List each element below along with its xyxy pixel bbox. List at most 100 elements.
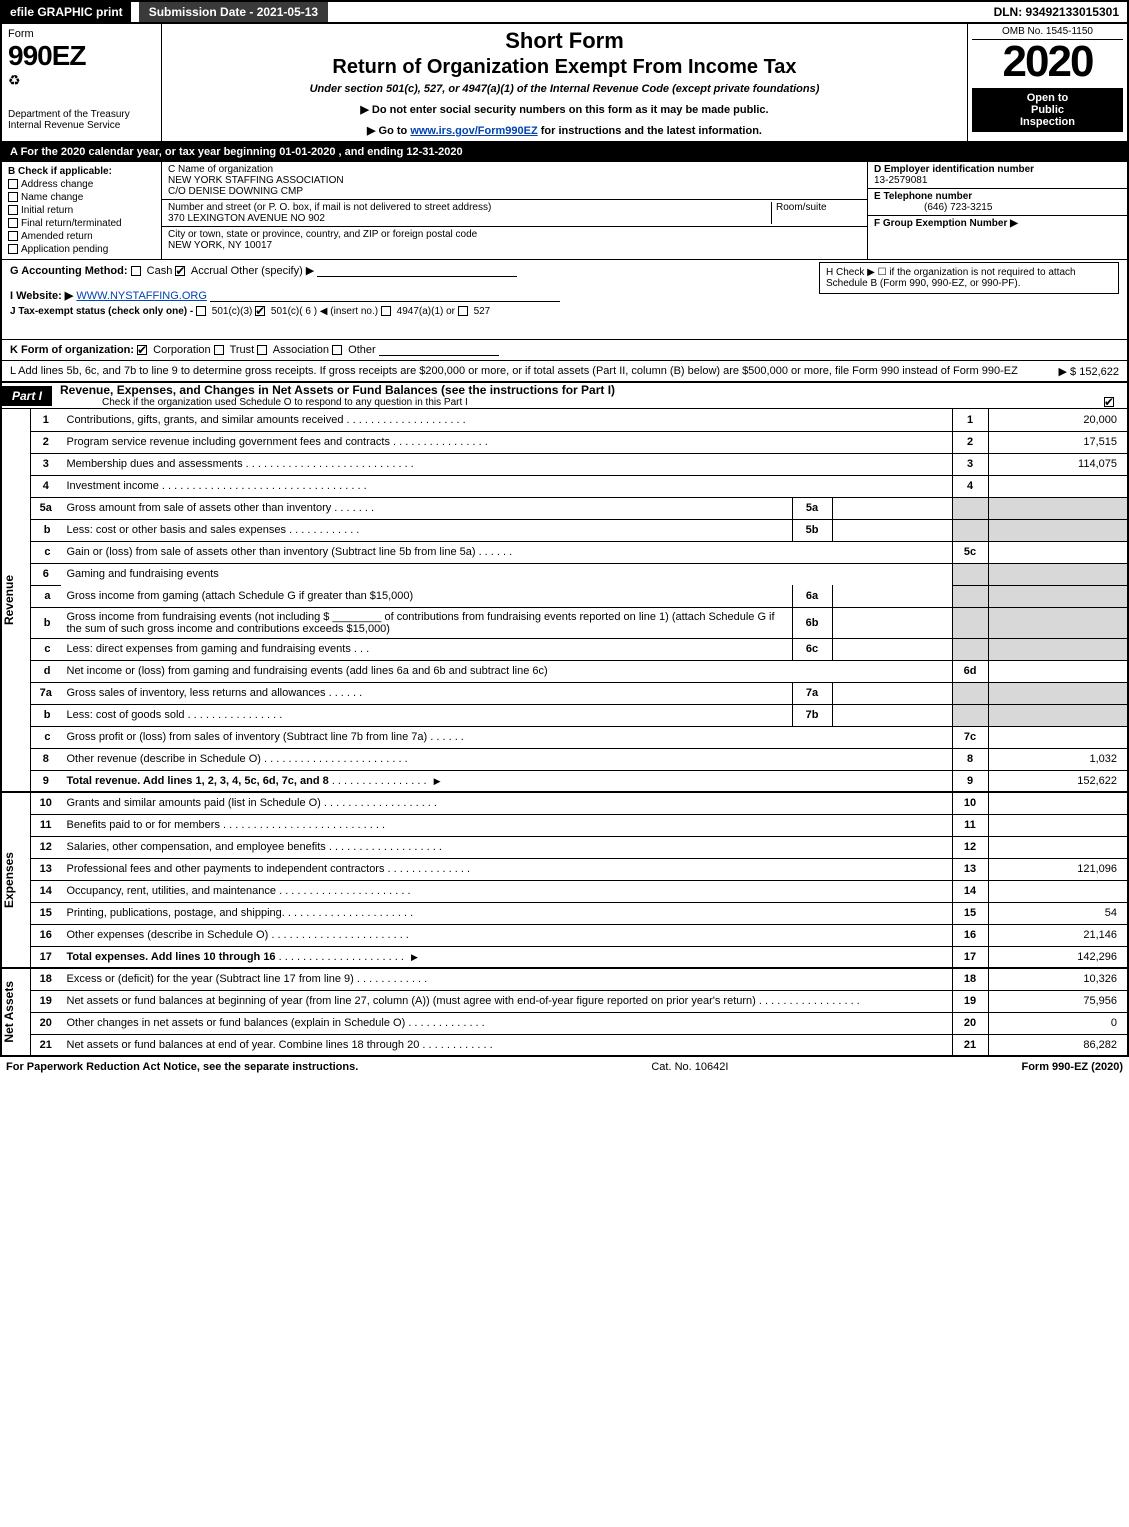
- accounting-website-block: G Accounting Method: Cash Accrual Other …: [0, 260, 1129, 340]
- corp-label: Corporation: [153, 344, 210, 356]
- recycle-icon: ♻: [8, 72, 21, 88]
- line-num: a: [31, 585, 61, 607]
- part1-check-label: Check if the organization used Schedule …: [102, 397, 468, 408]
- paperwork-notice: For Paperwork Reduction Act Notice, see …: [6, 1061, 358, 1073]
- right-line-num: 20: [952, 1012, 988, 1034]
- inner-line-value[interactable]: [832, 607, 952, 638]
- line-desc: Total expenses. Add lines 10 through 16: [67, 951, 276, 963]
- line-num: c: [31, 541, 61, 563]
- inner-line-value[interactable]: [832, 585, 952, 607]
- line-num: 11: [31, 814, 61, 836]
- tax-exempt-label: J Tax-exempt status (check only one) -: [10, 306, 193, 317]
- 527-checkbox[interactable]: [458, 306, 468, 316]
- box-l: L Add lines 5b, 6c, and 7b to line 9 to …: [0, 361, 1129, 383]
- accrual-checkbox[interactable]: [175, 266, 185, 276]
- other-method-field[interactable]: [317, 265, 517, 277]
- line-desc: Gross amount from sale of assets other t…: [67, 502, 332, 514]
- cash-checkbox[interactable]: [131, 266, 141, 276]
- line-desc: Gain or (loss) from sale of assets other…: [67, 546, 476, 558]
- name-change-label: Name change: [21, 192, 83, 203]
- line-value: 54: [988, 902, 1128, 924]
- table-row: 17 Total expenses. Add lines 10 through …: [1, 946, 1128, 968]
- shaded-cell: [952, 585, 988, 607]
- header-left: Form 990EZ ♻ Department of the Treasury …: [2, 24, 162, 141]
- table-row: b Less: cost of goods sold . . . . . . .…: [1, 704, 1128, 726]
- top-bar: efile GRAPHIC print Submission Date - 20…: [0, 0, 1129, 24]
- address-change-checkbox[interactable]: [8, 179, 18, 189]
- line-desc: Net assets or fund balances at beginning…: [67, 995, 756, 1007]
- assoc-checkbox[interactable]: [257, 345, 267, 355]
- line-desc: Gross income from gaming (attach Schedul…: [67, 590, 414, 602]
- inner-line-num: 5b: [792, 519, 832, 541]
- line-desc: Gross profit or (loss) from sales of inv…: [67, 731, 428, 743]
- inner-line-value[interactable]: [832, 682, 952, 704]
- line-desc: Grants and similar amounts paid (list in…: [67, 797, 321, 809]
- 527-label: 527: [474, 306, 491, 317]
- table-row: c Less: direct expenses from gaming and …: [1, 638, 1128, 660]
- inner-line-value[interactable]: [832, 497, 952, 519]
- table-row: 6 Gaming and fundraising events: [1, 563, 1128, 585]
- initial-return-checkbox[interactable]: [8, 205, 18, 215]
- line-desc: Membership dues and assessments: [67, 458, 243, 470]
- line-l-amount-marker: ▶ $: [1059, 366, 1077, 378]
- line-desc: Less: cost or other basis and sales expe…: [67, 524, 287, 536]
- shaded-cell: [952, 704, 988, 726]
- right-line-num: 4: [952, 475, 988, 497]
- netassets-vertical-label: Net Assets: [2, 981, 16, 1043]
- table-row: 3 Membership dues and assessments . . . …: [1, 453, 1128, 475]
- other-org-field[interactable]: [379, 344, 499, 356]
- part1-header: Part I Revenue, Expenses, and Changes in…: [0, 383, 1129, 409]
- public-label: Public: [974, 104, 1121, 116]
- name-change-checkbox[interactable]: [8, 192, 18, 202]
- line-value: [988, 814, 1128, 836]
- irs-label: Internal Revenue Service: [8, 120, 155, 131]
- part1-table: Revenue 1 Contributions, gifts, grants, …: [0, 409, 1129, 1057]
- line-value: 10,326: [988, 968, 1128, 990]
- website-link[interactable]: WWW.NYSTAFFING.ORG: [76, 290, 207, 302]
- line-num: 7a: [31, 682, 61, 704]
- page-footer: For Paperwork Reduction Act Notice, see …: [0, 1057, 1129, 1077]
- 4947-checkbox[interactable]: [381, 306, 391, 316]
- line-desc: Excess or (deficit) for the year (Subtra…: [67, 973, 354, 985]
- line-value: [988, 726, 1128, 748]
- table-row: 14 Occupancy, rent, utilities, and maint…: [1, 880, 1128, 902]
- irs-link[interactable]: www.irs.gov/Form990EZ: [410, 125, 537, 137]
- right-line-num: 8: [952, 748, 988, 770]
- organization-name: NEW YORK STAFFING ASSOCIATION: [168, 175, 344, 186]
- line-num: 1: [31, 409, 61, 431]
- trust-checkbox[interactable]: [214, 345, 224, 355]
- shaded-cell: [988, 704, 1128, 726]
- 501c3-label: 501(c)(3): [212, 306, 253, 317]
- inner-line-value[interactable]: [832, 704, 952, 726]
- table-row: 11 Benefits paid to or for members . . .…: [1, 814, 1128, 836]
- header-center: Short Form Return of Organization Exempt…: [162, 24, 967, 141]
- line-num: d: [31, 660, 61, 682]
- pending-checkbox[interactable]: [8, 244, 18, 254]
- inner-line-value[interactable]: [832, 638, 952, 660]
- right-line-num: 9: [952, 770, 988, 792]
- 501c-checkbox[interactable]: [255, 306, 265, 316]
- inner-line-num: 5a: [792, 497, 832, 519]
- form-header: Form 990EZ ♻ Department of the Treasury …: [0, 24, 1129, 143]
- inner-line-num: 7a: [792, 682, 832, 704]
- efile-print-label[interactable]: efile GRAPHIC print: [2, 2, 131, 22]
- corp-checkbox[interactable]: [137, 345, 147, 355]
- final-return-checkbox[interactable]: [8, 218, 18, 228]
- part1-schedule-o-checkbox[interactable]: [1104, 397, 1114, 407]
- inner-line-num: 6b: [792, 607, 832, 638]
- line-num: 12: [31, 836, 61, 858]
- org-name-label: C Name of organization: [168, 164, 273, 175]
- shaded-cell: [988, 607, 1128, 638]
- city-state-zip: NEW YORK, NY 10017: [168, 240, 272, 251]
- 501c3-checkbox[interactable]: [196, 306, 206, 316]
- inner-line-value[interactable]: [832, 519, 952, 541]
- line-desc: Gross sales of inventory, less returns a…: [67, 687, 326, 699]
- other-org-checkbox[interactable]: [332, 345, 342, 355]
- 501c-label: 501(c)( 6 ) ◀ (insert no.): [271, 306, 378, 317]
- right-line-num: 5c: [952, 541, 988, 563]
- line-num: 4: [31, 475, 61, 497]
- line-num: 21: [31, 1034, 61, 1056]
- line-num: 20: [31, 1012, 61, 1034]
- line-value: 20,000: [988, 409, 1128, 431]
- amended-checkbox[interactable]: [8, 231, 18, 241]
